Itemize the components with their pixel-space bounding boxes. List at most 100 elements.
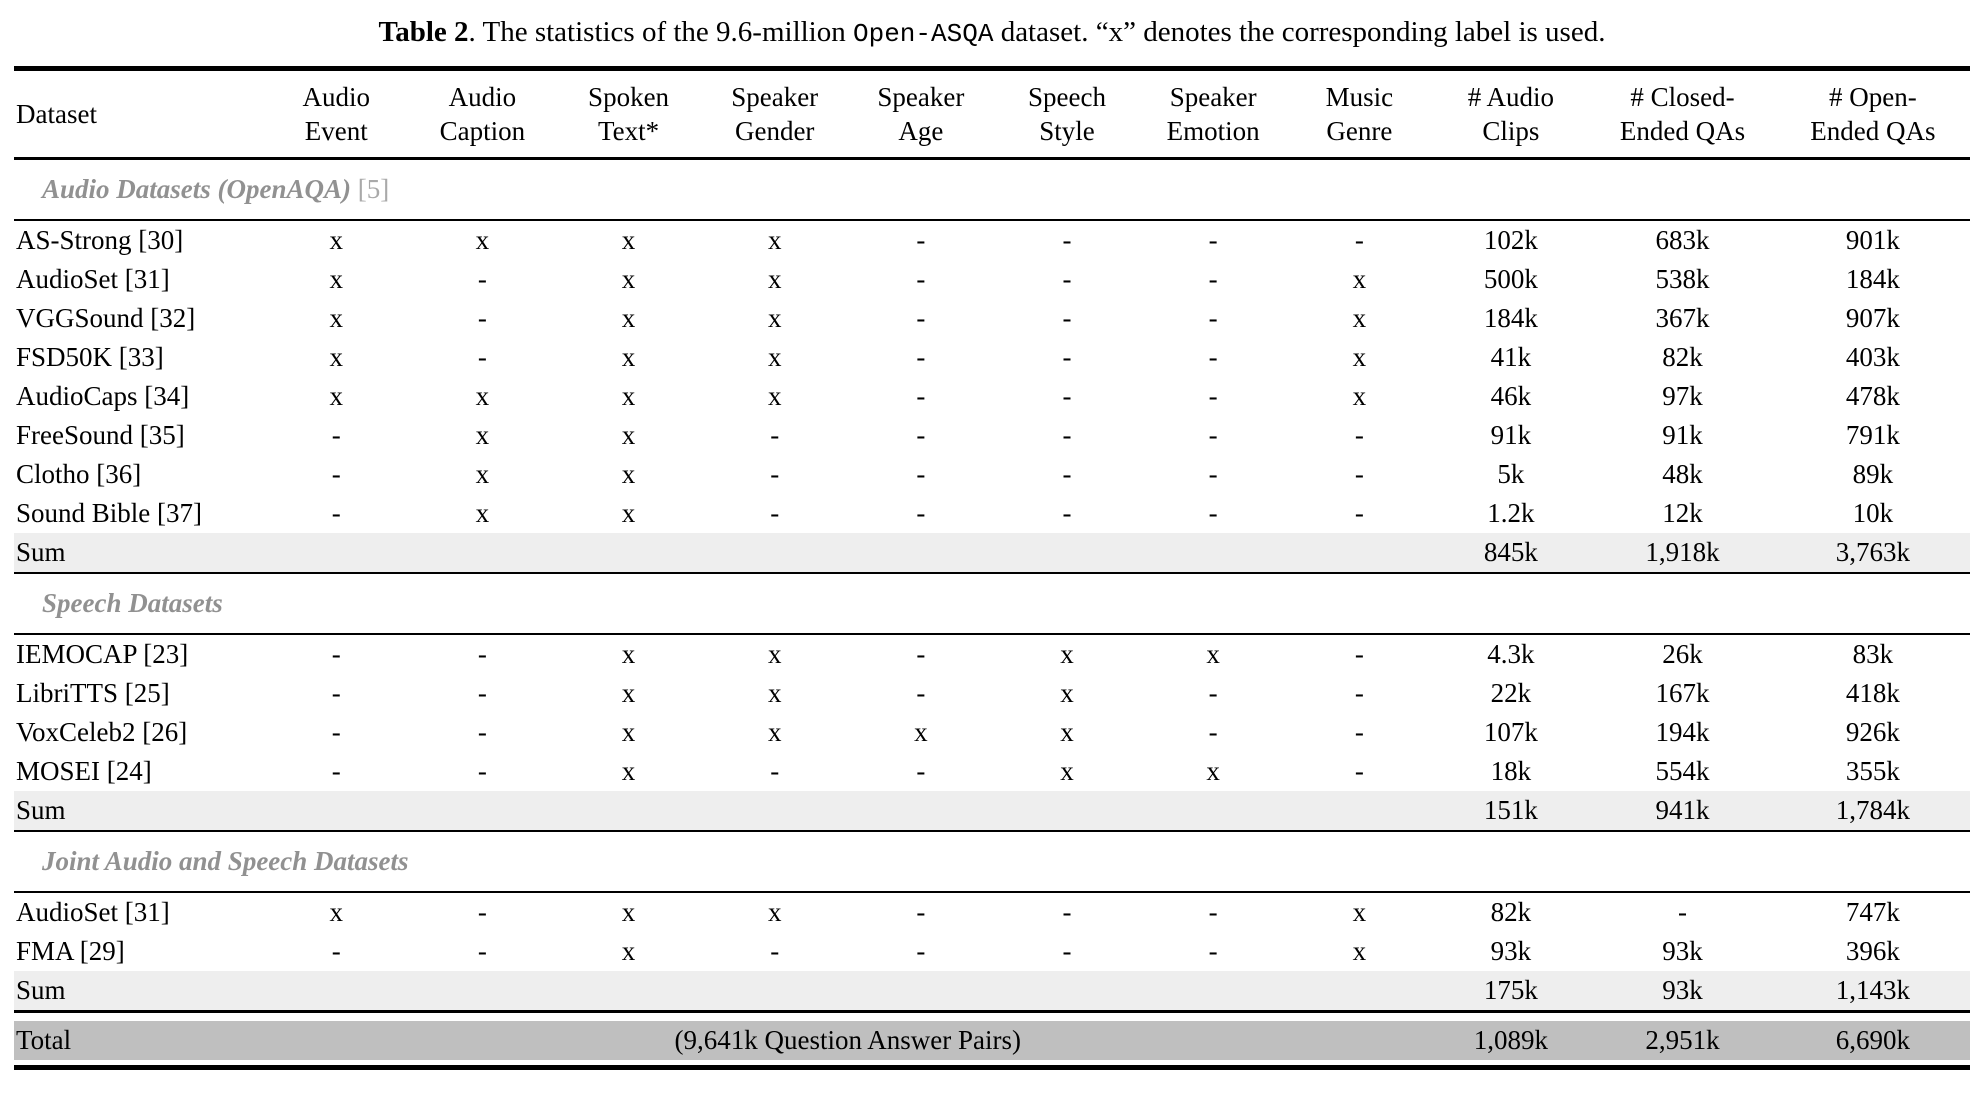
label-flag: x [475, 225, 490, 255]
label-flag: x [329, 381, 343, 411]
closed-ended-qas-count: 82k [1662, 342, 1703, 372]
label-flag: - [477, 303, 487, 333]
label-flag: x [621, 225, 636, 255]
label-flag: - [477, 717, 487, 747]
caption-text-after: dataset. “x” denotes the corresponding l… [993, 16, 1606, 48]
label-flag: - [1354, 420, 1364, 450]
audio-clips-count: 91k [1490, 420, 1532, 450]
label-flag: x [767, 381, 782, 411]
label-flag: x [621, 381, 636, 411]
label-flag: - [1208, 225, 1218, 255]
label-flag: - [477, 264, 487, 294]
label-flag: x [767, 717, 782, 747]
dataset-name: Clotho [36] [16, 459, 142, 489]
label-flag: x [1060, 756, 1074, 786]
label-flag: - [1208, 459, 1218, 489]
col-header-audio-clips: # Audio Clips [1432, 68, 1590, 160]
dataset-row: Sound Bible [37] - x x - - - - - 1.2k 12k 10k [14, 494, 1970, 533]
label-flag: - [1208, 897, 1218, 927]
open-ended-qas-count: 10k [1852, 498, 1894, 528]
label-flag: - [1062, 342, 1072, 372]
closed-ended-qas-count: 91k [1662, 420, 1703, 450]
section-title-cell: Audio Datasets (OpenAQA) [5] [14, 157, 1970, 221]
col-header-dataset: Dataset [14, 68, 264, 160]
col-header-speech-style: Speech Style [993, 68, 1141, 160]
label-flag: x [329, 225, 343, 255]
label-flag: - [916, 420, 926, 450]
label-flag: - [1062, 264, 1072, 294]
table-caption: Table 2. The statistics of the 9.6-milli… [14, 8, 1970, 66]
closed-ended-qas-count: - [1678, 897, 1688, 927]
label-flag: x [621, 498, 636, 528]
sum-closed-ended-qas: 93k [1589, 971, 1776, 1012]
dataset-name: AudioCaps [34] [16, 381, 190, 411]
label-flag: - [1354, 498, 1364, 528]
open-ended-qas-count: 89k [1852, 459, 1894, 489]
label-flag: x [767, 678, 782, 708]
label-flag: x [1352, 897, 1367, 927]
label-flag: - [1208, 936, 1218, 966]
sum-empty-span [263, 533, 1433, 573]
section-title-row: Audio Datasets (OpenAQA) [5] [14, 157, 1970, 221]
label-flag: - [1354, 678, 1364, 708]
label-flag: x [621, 420, 636, 450]
total-row: Total (9,641k Question Answer Pairs) 1,0… [14, 1021, 1970, 1060]
label-flag: x [621, 342, 636, 372]
label-flag: - [916, 225, 926, 255]
open-ended-qas-count: 747k [1845, 897, 1900, 927]
label-flag: - [916, 264, 926, 294]
total-closed-ended-qas: 2,951k [1589, 1021, 1776, 1060]
dataset-name: AudioSet [31] [16, 897, 170, 927]
audio-clips-count: 184k [1483, 303, 1538, 333]
col-header-music-genre: Music Genre [1286, 68, 1433, 160]
audio-clips-count: 107k [1483, 717, 1538, 747]
col-header-open-ended-qas: # Open- Ended QAs [1775, 68, 1970, 160]
sum-open-ended-qas: 1,784k [1775, 791, 1970, 831]
label-flag: - [477, 756, 487, 786]
label-flag: - [331, 420, 341, 450]
col-header-closed-ended-qas: # Closed- Ended QAs [1589, 68, 1776, 160]
label-flag: - [1062, 459, 1072, 489]
label-flag: - [1354, 717, 1364, 747]
sum-audio-clips: 845k [1432, 533, 1590, 573]
label-flag: - [1208, 678, 1218, 708]
dataset-row: FMA [29] - - x - - - - x 93k 93k 396k [14, 932, 1970, 971]
caption-dataset-code: Open-ASQA [853, 19, 994, 49]
open-ended-qas-count: 184k [1845, 264, 1900, 294]
label-flag: - [916, 639, 926, 669]
label-flag: x [329, 897, 343, 927]
label-flag: x [1206, 756, 1220, 786]
dataset-name: FMA [29] [16, 936, 125, 966]
label-flag: x [475, 498, 490, 528]
dataset-statistics-table: Dataset Audio Event Audio Caption Spoken Te… [14, 66, 1970, 1070]
label-flag: - [331, 717, 341, 747]
label-flag: x [1352, 381, 1367, 411]
dataset-name: LibriTTS [25] [16, 678, 170, 708]
label-flag: - [331, 639, 341, 669]
closed-ended-qas-count: 367k [1655, 303, 1710, 333]
sum-label: Sum [14, 533, 264, 573]
closed-ended-qas-count: 12k [1662, 498, 1703, 528]
audio-clips-count: 4.3k [1487, 639, 1535, 669]
closed-ended-qas-count: 26k [1662, 639, 1703, 669]
label-flag: x [621, 639, 636, 669]
label-flag: - [916, 342, 926, 372]
label-flag: - [1208, 498, 1218, 528]
label-flag: x [767, 264, 782, 294]
label-flag: - [916, 303, 926, 333]
audio-clips-count: 82k [1490, 897, 1532, 927]
label-flag: x [914, 717, 928, 747]
closed-ended-qas-count: 97k [1662, 381, 1703, 411]
label-flag: x [1060, 639, 1074, 669]
audio-clips-count: 102k [1483, 225, 1538, 255]
label-flag: - [1208, 303, 1218, 333]
label-flag: - [916, 678, 926, 708]
section-title-row: Speech Datasets [14, 572, 1970, 635]
closed-ended-qas-count: 554k [1655, 756, 1710, 786]
label-flag: - [770, 459, 780, 489]
label-flag: - [331, 459, 341, 489]
label-flag: x [767, 342, 782, 372]
label-flag: x [621, 264, 636, 294]
dataset-row: Clotho [36] - x x - - - - - 5k 48k 89k [14, 455, 1970, 494]
label-flag: - [1062, 381, 1072, 411]
